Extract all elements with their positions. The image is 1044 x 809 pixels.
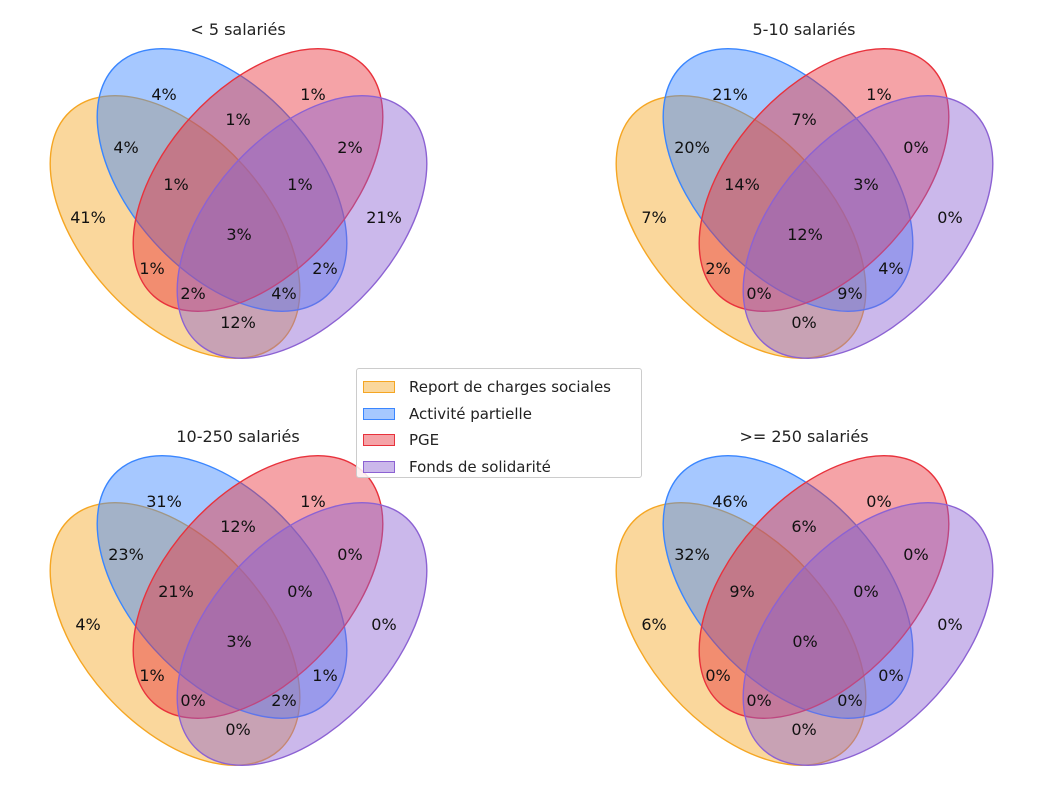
region-label-all: 12% (787, 225, 823, 244)
set-fonds-ellipse (742, 95, 994, 359)
region-label-report-activite-pge: 1% (163, 175, 188, 194)
venn-panel-1: < 5 salariés 4% 1% 41% 21% 4% 1% 2% 1% 1% 3% 1% 2% 2%… (49, 20, 428, 359)
region-label-report-only: 4% (75, 615, 100, 634)
region-label-activite-only: 31% (146, 492, 182, 511)
region-label-report-pge: 0% (705, 666, 730, 685)
region-label-activite-fonds: 1% (312, 666, 337, 685)
panel-title: >= 250 salariés (739, 427, 868, 446)
region-label-pge-only: 1% (300, 85, 325, 104)
region-label-report-only: 7% (641, 208, 666, 227)
region-label-activite-only: 4% (151, 85, 176, 104)
region-label-report-activite-fonds: 9% (837, 284, 862, 303)
region-label-activite-pge: 6% (791, 517, 816, 536)
region-label-activite-pge-fonds: 0% (853, 582, 878, 601)
region-label-fonds-only: 0% (371, 615, 396, 634)
region-label-report-fonds: 0% (225, 720, 250, 739)
set-pge-ellipse (698, 48, 950, 312)
venn-panel-4: >= 250 salariés 46% 0% 6% 0% 32% 6% 0% 9% 0% 0% 0% 0… (615, 427, 994, 766)
legend-swatch-report (363, 381, 395, 394)
region-label-report-fonds: 0% (791, 313, 816, 332)
legend-item-activite: Activité partielle (363, 401, 641, 428)
region-label-fonds-only: 0% (937, 208, 962, 227)
legend-item-report: Report de charges sociales (363, 374, 641, 401)
region-label-activite-pge: 12% (220, 517, 256, 536)
legend-label-pge: PGE (409, 431, 440, 450)
region-label-activite-fonds: 0% (878, 666, 903, 685)
legend: Report de charges sociales Activité part… (356, 368, 642, 478)
set-fonds-ellipse (742, 502, 994, 766)
set-fonds-ellipse (176, 502, 428, 766)
region-label-pge-only: 0% (866, 492, 891, 511)
region-label-report-pge: 1% (139, 666, 164, 685)
region-label-report-activite-fonds: 4% (271, 284, 296, 303)
set-pge-ellipse (132, 48, 384, 312)
legend-item-fonds: Fonds de solidarité (363, 454, 641, 481)
region-label-report-only: 6% (641, 615, 666, 634)
region-label-activite-only: 46% (712, 492, 748, 511)
region-label-all: 3% (226, 632, 251, 651)
region-label-activite-pge: 1% (225, 110, 250, 129)
region-label-report-activite-pge: 9% (729, 582, 754, 601)
region-label-report-activite-fonds: 0% (837, 691, 862, 710)
region-label-all: 3% (226, 225, 251, 244)
region-label-report-activite-pge-fonds-left: 0% (746, 691, 771, 710)
region-label-pge-only: 1% (866, 85, 891, 104)
region-label-pge-fonds: 0% (903, 545, 928, 564)
region-label-pge-only: 1% (300, 492, 325, 511)
region-label-report-activite-pge-fonds-left: 0% (746, 284, 771, 303)
region-label-activite-pge-fonds: 1% (287, 175, 312, 194)
region-label-report-activite-pge-fonds-left: 2% (180, 284, 205, 303)
region-label-all: 0% (792, 632, 817, 651)
region-label-fonds-only: 0% (937, 615, 962, 634)
region-label-report-only: 41% (70, 208, 106, 227)
legend-item-pge: PGE (363, 427, 641, 454)
region-label-report-activite-pge-fonds-left: 0% (180, 691, 205, 710)
region-label-report-pge: 1% (139, 259, 164, 278)
set-fonds-ellipse (176, 95, 428, 359)
region-label-pge-fonds: 2% (337, 138, 362, 157)
region-label-report-fonds: 0% (791, 720, 816, 739)
venn-panel-3: 10-250 salariés 31% 1% 4% 0% 23% 12% 0% 21% 0% 3% 1… (49, 427, 428, 766)
legend-swatch-activite (363, 407, 395, 420)
region-label-report-activite: 23% (108, 545, 144, 564)
legend-swatch-pge (363, 434, 395, 447)
region-label-activite-fonds: 2% (312, 259, 337, 278)
region-label-report-activite-fonds: 2% (271, 691, 296, 710)
region-label-report-pge: 2% (705, 259, 730, 278)
region-label-report-activite-pge: 14% (724, 175, 760, 194)
region-label-report-activite-pge: 21% (158, 582, 194, 601)
panel-title: 5-10 salariés (753, 20, 856, 39)
region-label-report-fonds: 12% (220, 313, 256, 332)
region-label-fonds-only: 21% (366, 208, 402, 227)
region-label-activite-fonds: 4% (878, 259, 903, 278)
venn-panel-2: 5-10 salariés 21% 1% 7% 0% 20% 7% 0% 14% 3% 12% 2% 0… (615, 20, 994, 359)
region-label-activite-pge-fonds: 0% (287, 582, 312, 601)
region-label-pge-fonds: 0% (337, 545, 362, 564)
legend-swatch-fonds (363, 460, 395, 473)
region-label-activite-pge: 7% (791, 110, 816, 129)
panel-title: 10-250 salariés (176, 427, 299, 446)
region-label-report-activite: 4% (113, 138, 138, 157)
region-label-pge-fonds: 0% (903, 138, 928, 157)
region-label-activite-pge-fonds: 3% (853, 175, 878, 194)
panel-title: < 5 salariés (190, 20, 285, 39)
region-label-report-activite: 32% (674, 545, 710, 564)
legend-label-report: Report de charges sociales (409, 378, 612, 397)
region-label-report-activite: 20% (674, 138, 710, 157)
set-pge-ellipse (698, 455, 950, 719)
legend-label-fonds: Fonds de solidarité (409, 457, 551, 476)
legend-label-activite: Activité partielle (409, 404, 532, 423)
region-label-activite-only: 21% (712, 85, 748, 104)
